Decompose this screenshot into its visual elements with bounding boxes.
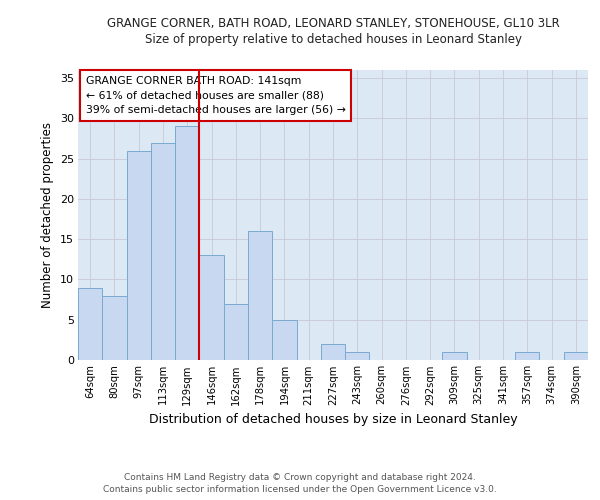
Bar [248,231,272,360]
Bar [127,150,151,360]
Bar [78,288,102,360]
Bar [515,352,539,360]
Bar [151,142,175,360]
Bar [564,352,588,360]
Bar [199,256,224,360]
Bar [442,352,467,360]
Bar [175,126,199,360]
Text: Contains public sector information licensed under the Open Government Licence v3: Contains public sector information licen… [103,485,497,494]
Text: Size of property relative to detached houses in Leonard Stanley: Size of property relative to detached ho… [145,32,521,46]
Y-axis label: Number of detached properties: Number of detached properties [41,122,54,308]
Bar [321,344,345,360]
Bar [272,320,296,360]
X-axis label: Distribution of detached houses by size in Leonard Stanley: Distribution of detached houses by size … [149,413,517,426]
Bar [345,352,370,360]
Text: GRANGE CORNER, BATH ROAD, LEONARD STANLEY, STONEHOUSE, GL10 3LR: GRANGE CORNER, BATH ROAD, LEONARD STANLE… [107,18,559,30]
Bar [102,296,127,360]
Text: GRANGE CORNER BATH ROAD: 141sqm
← 61% of detached houses are smaller (88)
39% of: GRANGE CORNER BATH ROAD: 141sqm ← 61% of… [86,76,346,116]
Bar [224,304,248,360]
Text: Contains HM Land Registry data © Crown copyright and database right 2024.: Contains HM Land Registry data © Crown c… [124,472,476,482]
